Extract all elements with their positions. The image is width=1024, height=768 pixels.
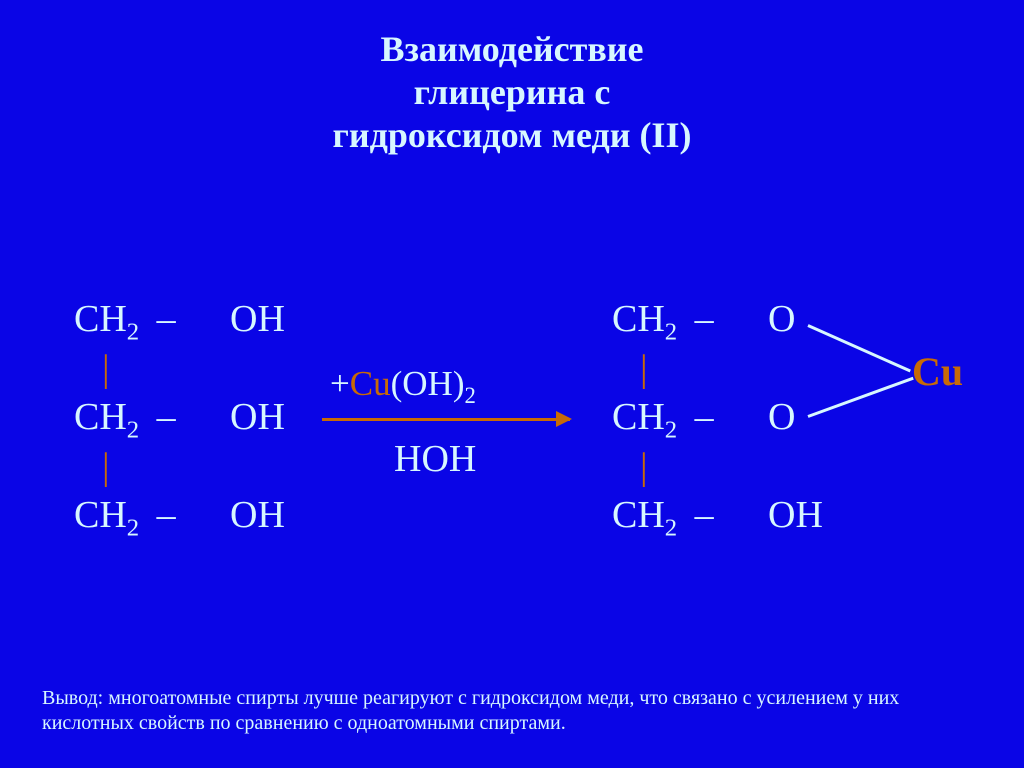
reactant-ch-1: СН2 –	[74, 300, 176, 345]
cu-bond-2	[807, 377, 913, 418]
slide: Взаимодействие глицерина с гидроксидом м…	[0, 0, 1024, 768]
arrow-reagent: +Cu(OH)2	[330, 366, 476, 408]
reactant-oh-3: ОН	[230, 496, 285, 534]
title-line-3: гидроксидом меди (II)	[0, 114, 1024, 157]
product-bond-2: |	[640, 448, 648, 486]
product-oh-3: ОН	[768, 496, 823, 534]
product-o-2: О	[768, 398, 795, 436]
reactant-oh-1: ОН	[230, 300, 285, 338]
cu-bond-1	[807, 324, 911, 372]
reactant-bond-1: |	[102, 350, 110, 388]
product-o-1: О	[768, 300, 795, 338]
footnote: Вывод: многоатомные спирты лучше реагиру…	[42, 686, 982, 736]
arrow-under: HOH	[394, 440, 476, 478]
title-line-1: Взаимодействие	[0, 28, 1024, 71]
arrow-line	[322, 418, 570, 421]
reactant-oh-2: ОН	[230, 398, 285, 436]
title-block: Взаимодействие глицерина с гидроксидом м…	[0, 28, 1024, 158]
title-line-2: глицерина с	[0, 71, 1024, 114]
reactant-bond-2: |	[102, 448, 110, 486]
cu-label: Cu	[912, 352, 963, 392]
reactant-ch-2: СН2 –	[74, 398, 176, 443]
product-ch-2: СН2 –	[612, 398, 714, 443]
product-ch-1: СН2 –	[612, 300, 714, 345]
product-bond-1: |	[640, 350, 648, 388]
product-ch-3: СН2 –	[612, 496, 714, 541]
reactant-ch-3: СН2 –	[74, 496, 176, 541]
